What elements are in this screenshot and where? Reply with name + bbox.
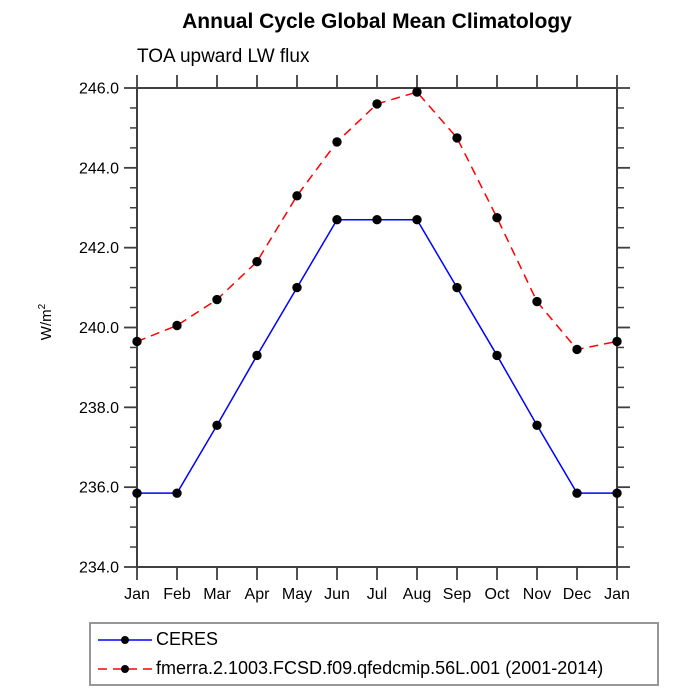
y-tick-label: 236.0: [79, 480, 119, 497]
data-point-marker: [532, 420, 542, 430]
data-point-marker: [132, 488, 142, 498]
data-point-marker: [132, 336, 142, 347]
data-point-marker: [572, 344, 582, 355]
x-tick-label: Apr: [245, 586, 271, 603]
data-point-marker: [532, 296, 542, 307]
x-tick-label: Oct: [485, 586, 510, 603]
data-point-marker: [292, 191, 302, 201]
data-point-marker: [412, 215, 422, 225]
legend-line-sample-solid: [98, 635, 152, 644]
y-tick-label: 246.0: [79, 81, 119, 98]
data-point-marker: [332, 137, 342, 147]
x-tick-label: Dec: [563, 586, 591, 603]
data-point-marker: [212, 294, 222, 305]
legend-item-ceres: CERES: [96, 627, 657, 653]
x-tick-label: Feb: [163, 586, 191, 603]
data-point-marker: [172, 488, 182, 498]
y-tick-label: 240.0: [79, 320, 119, 337]
data-point-marker: [412, 87, 422, 97]
legend-box: CERES fmerra.2.1003.FCSD.f09.qfedcmip.56…: [89, 622, 659, 686]
legend-marker-icon: [121, 635, 129, 644]
series-line: [137, 218, 617, 494]
x-tick-label: Jun: [324, 586, 350, 603]
data-point-marker: [252, 350, 262, 361]
legend-line-sample-dashed: [98, 664, 152, 673]
data-point-marker: [492, 213, 502, 223]
y-tick-label: 242.0: [79, 240, 119, 257]
legend-label-ceres: CERES: [156, 629, 219, 649]
data-point-marker: [332, 215, 342, 225]
y-tick-label: 234.0: [79, 560, 119, 577]
x-tick-label: Jul: [367, 586, 387, 603]
x-tick-label: Sep: [443, 586, 472, 603]
data-point-marker: [172, 320, 182, 331]
data-point-marker: [452, 133, 462, 143]
x-tick-label: Mar: [203, 586, 231, 603]
x-tick-label: May: [282, 586, 312, 603]
y-tick-label: 244.0: [79, 160, 119, 177]
data-point-marker: [372, 99, 382, 109]
data-point-marker: [572, 488, 582, 498]
data-point-marker: [212, 420, 222, 430]
data-point-marker: [612, 336, 622, 347]
data-point-marker: [452, 282, 462, 293]
legend-marker-icon: [121, 664, 129, 673]
legend-item-fmerra: fmerra.2.1003.FCSD.f09.qfedcmip.56L.001 …: [96, 656, 657, 682]
data-point-marker: [492, 350, 502, 361]
chart-title: Annual Cycle Global Mean Climatology: [182, 10, 572, 33]
data-point-marker: [252, 256, 262, 267]
chart-subtitle: TOA upward LW flux: [137, 46, 310, 67]
x-tick-label: Nov: [523, 586, 551, 603]
y-tick-label: 238.0: [79, 400, 119, 417]
plot-frame: [136, 87, 618, 568]
x-tick-label: Jan: [604, 586, 630, 603]
data-point-marker: [292, 282, 302, 293]
data-point-marker: [612, 488, 622, 498]
data-point-marker: [372, 215, 382, 225]
x-tick-label: Aug: [403, 586, 431, 603]
legend-label-fmerra: fmerra.2.1003.FCSD.f09.qfedcmip.56L.001 …: [156, 658, 604, 678]
x-tick-label: Jan: [124, 586, 150, 603]
